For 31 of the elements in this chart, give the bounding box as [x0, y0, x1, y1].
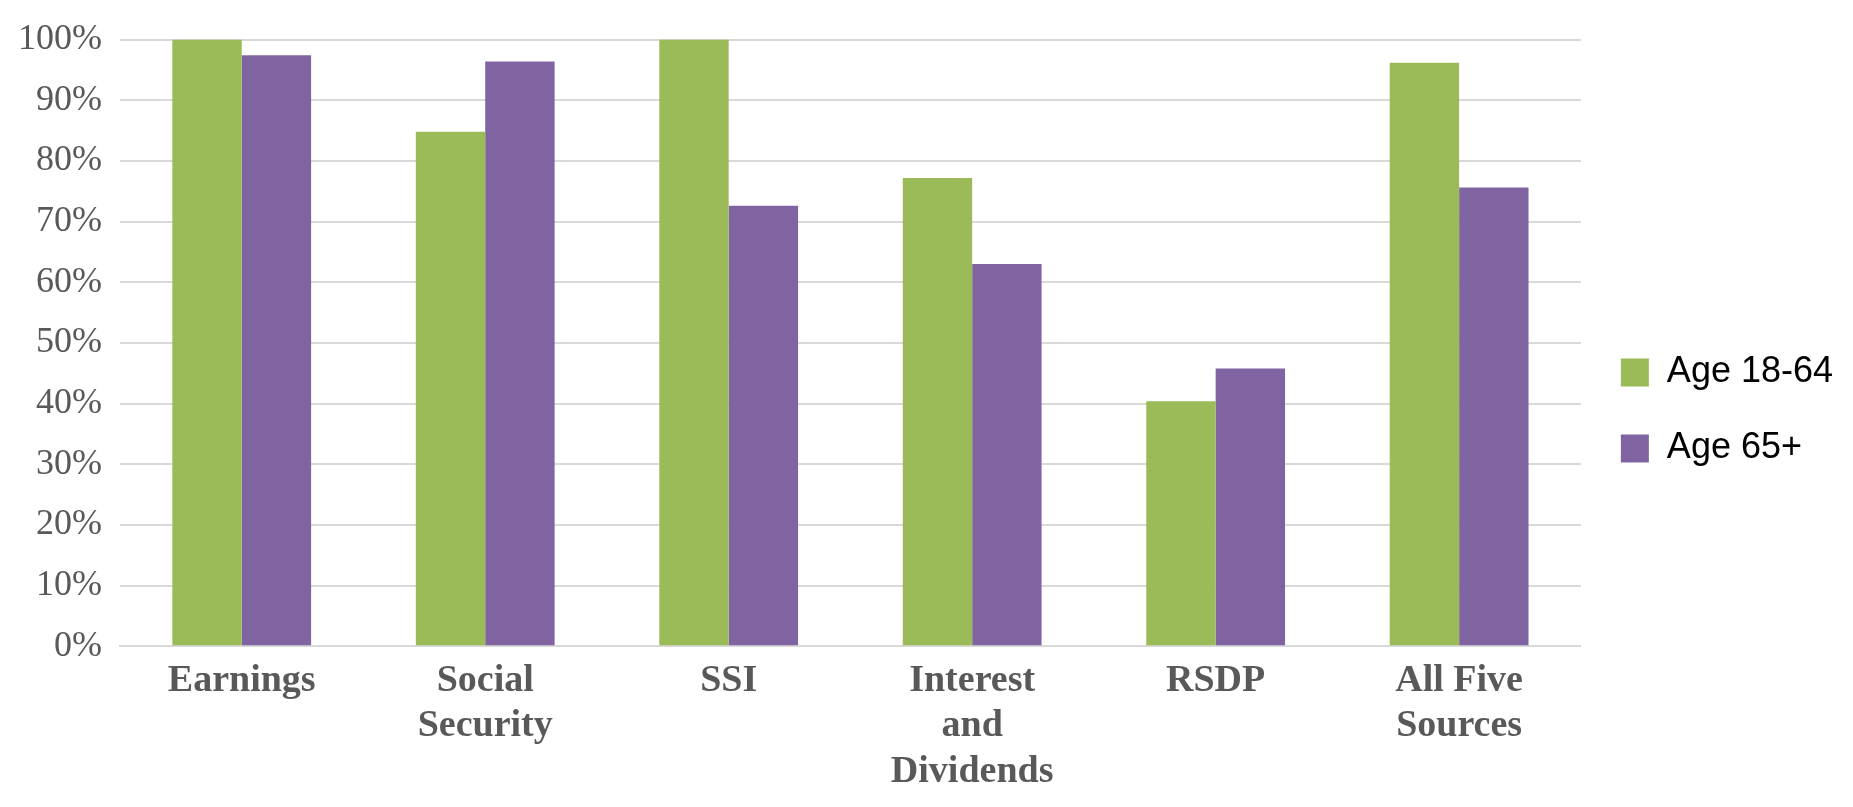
x-tick-label: All Five Sources	[1395, 656, 1523, 745]
bar	[902, 177, 973, 646]
x-tick-label: RSDP	[1166, 656, 1266, 699]
bar	[728, 205, 799, 646]
y-tick-label: 60%	[35, 259, 102, 300]
legend-label: Age 18-64	[1666, 349, 1834, 391]
legend-label: Age 65+	[1666, 425, 1802, 467]
x-tick-label: SSI	[700, 656, 758, 699]
bar	[485, 61, 555, 646]
bar	[415, 131, 486, 646]
bar	[241, 55, 312, 646]
bar	[972, 264, 1042, 646]
y-tick-label: 10%	[35, 562, 102, 603]
bar	[1215, 368, 1286, 646]
y-tick-label: 100%	[17, 17, 102, 58]
y-tick-label: 90%	[35, 77, 102, 118]
x-tick-label: Interest and Dividends	[890, 656, 1054, 791]
y-tick-label: 50%	[35, 320, 102, 361]
bar	[659, 39, 729, 646]
bar	[172, 39, 242, 646]
bar	[1389, 62, 1460, 646]
y-tick-label: 30%	[35, 441, 102, 482]
y-tick-label: 0%	[53, 623, 102, 664]
bar	[1146, 401, 1216, 646]
y-tick-label: 80%	[35, 138, 102, 179]
y-tick-label: 40%	[35, 381, 102, 422]
x-tick-label: Earnings	[167, 656, 316, 699]
y-tick-label: 20%	[35, 502, 102, 543]
x-tick-label: Social Security	[417, 656, 553, 745]
bar	[1459, 187, 1529, 646]
y-tick-label: 70%	[35, 199, 102, 240]
